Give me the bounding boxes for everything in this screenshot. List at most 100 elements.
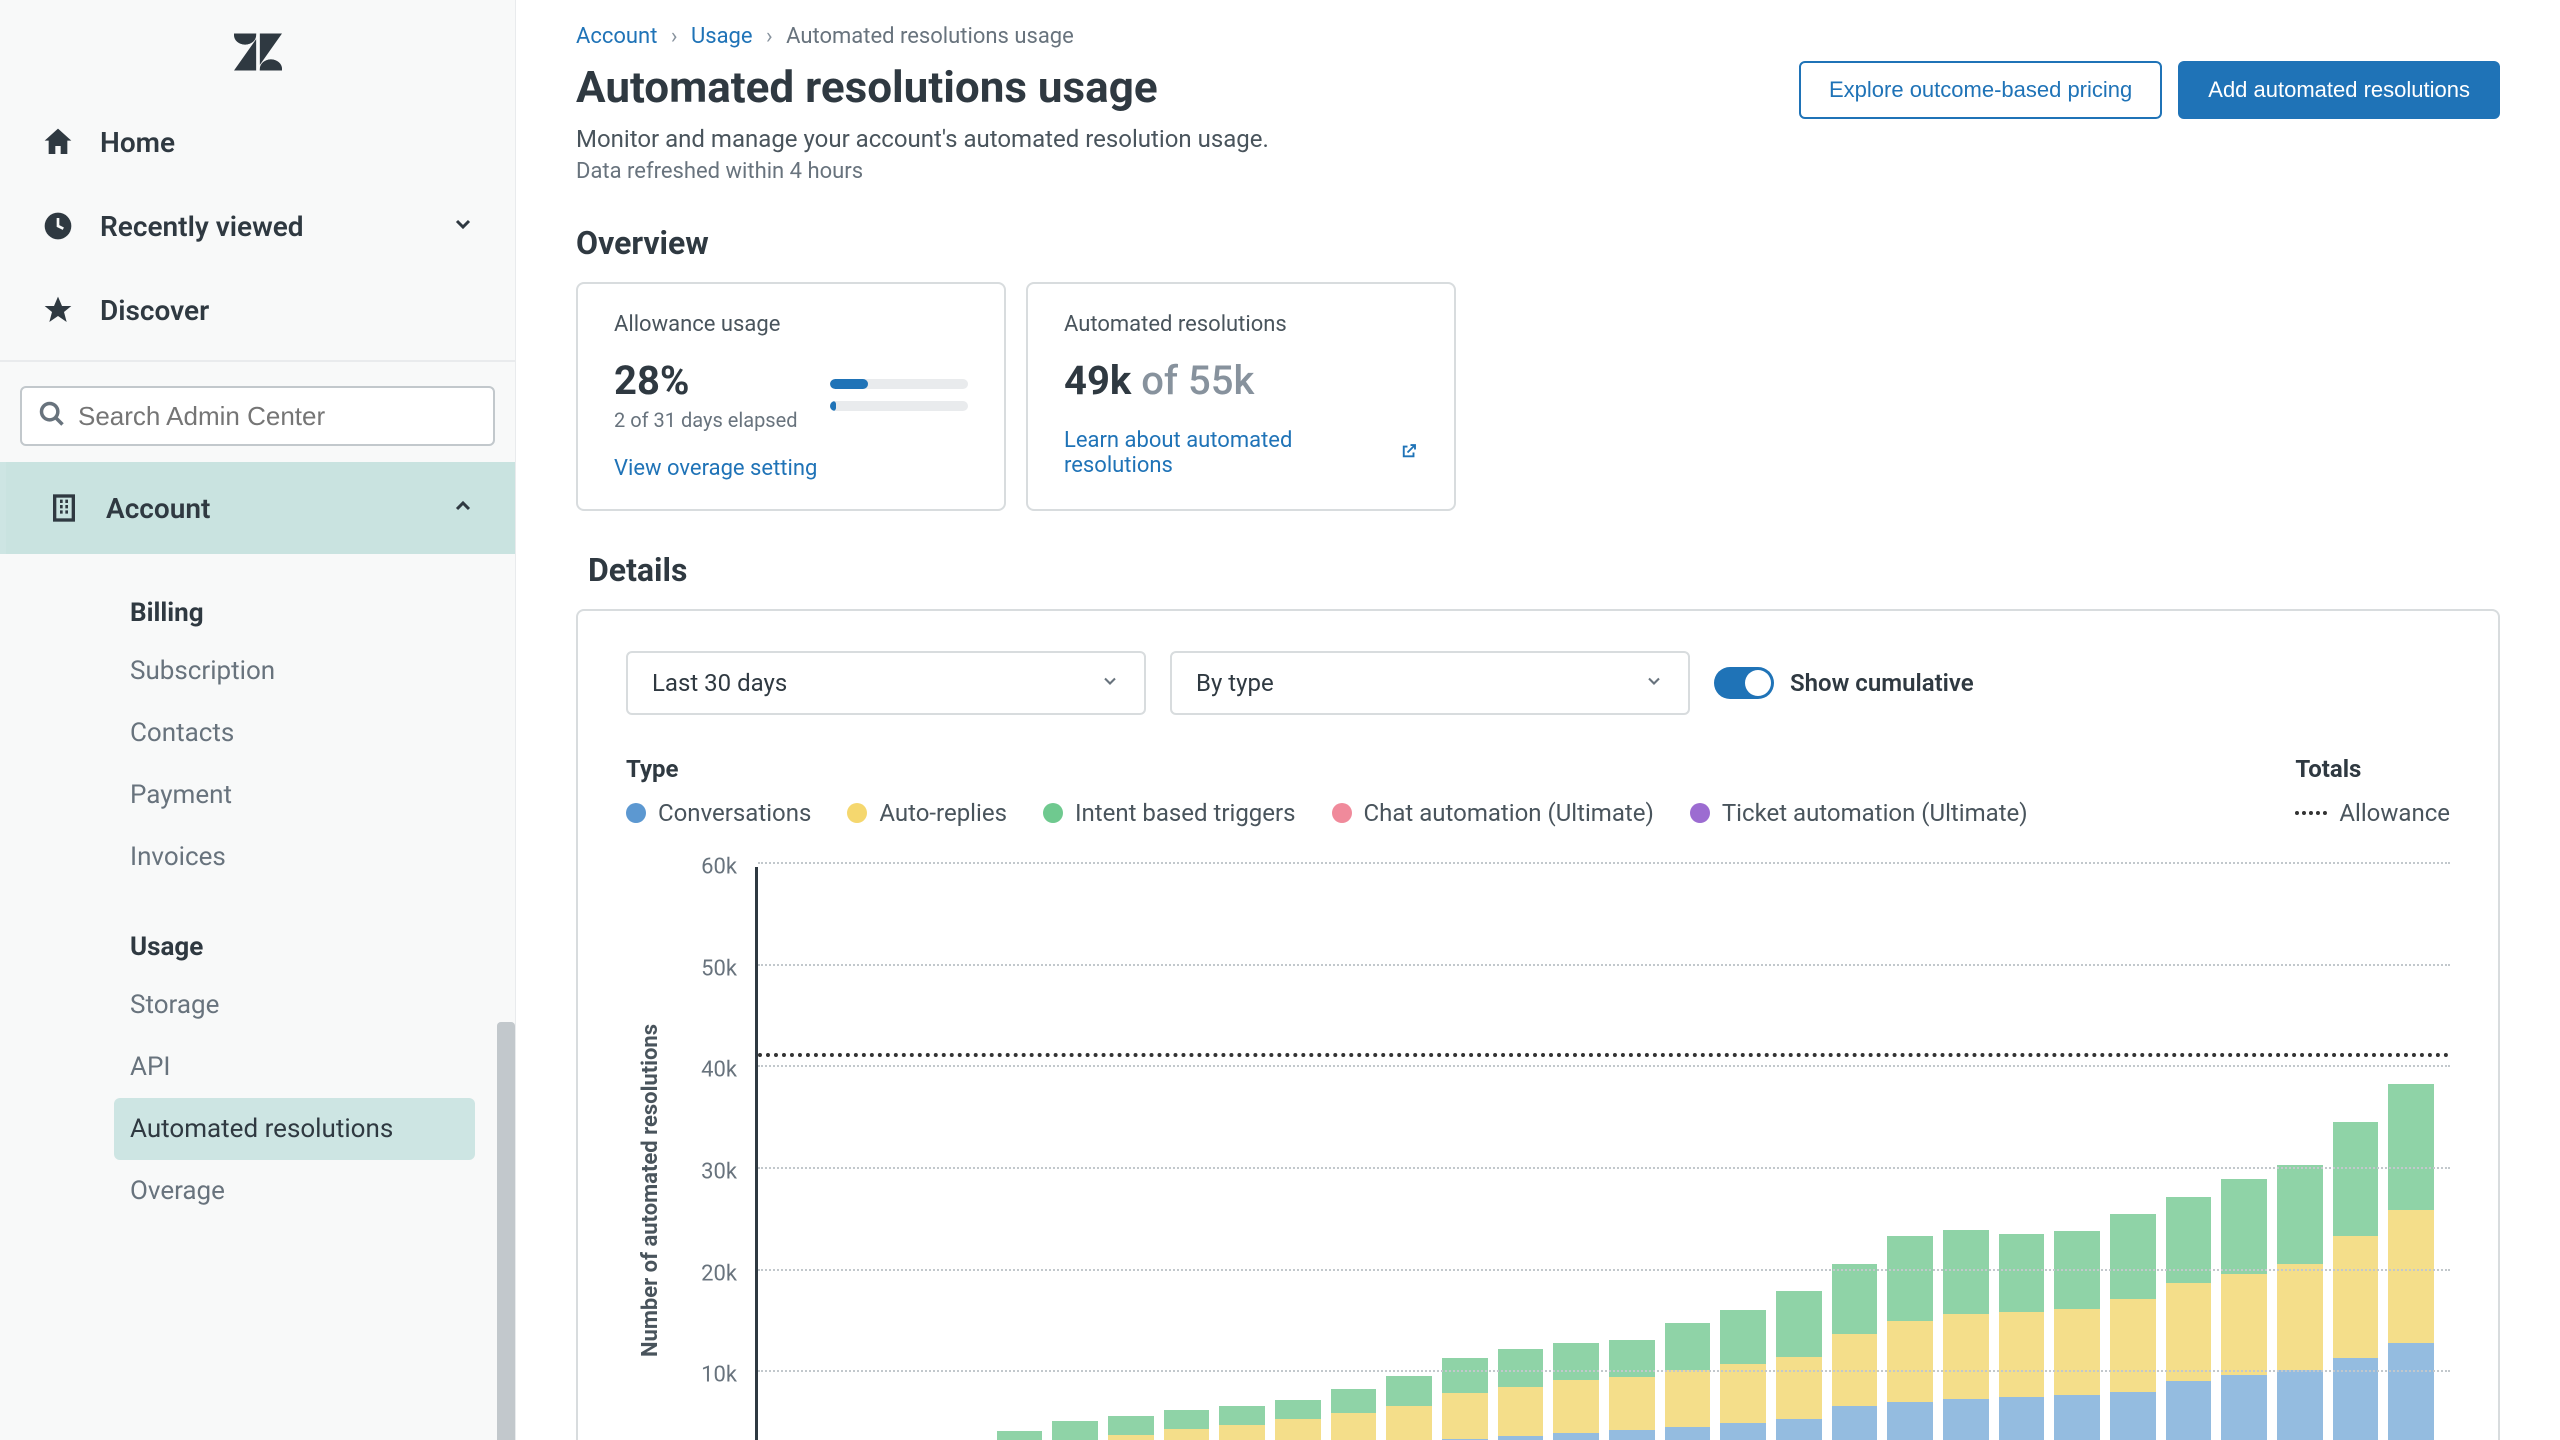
bar-segment <box>997 1431 1043 1440</box>
bar-segment <box>1553 1343 1599 1381</box>
bar[interactable] <box>1386 1376 1432 1440</box>
gridline <box>758 862 2450 864</box>
legend-label: Chat automation (Ultimate) <box>1364 799 1654 827</box>
bar[interactable] <box>2054 1231 2100 1440</box>
gridline <box>758 1167 2450 1169</box>
legend-label: Ticket automation (Ultimate) <box>1722 799 2028 827</box>
sidebar-section-account[interactable]: Account <box>0 462 515 554</box>
toggle-label: Show cumulative <box>1790 669 1974 697</box>
bar[interactable] <box>1164 1410 1210 1440</box>
chart: Number of automated resolutions 010k20k3… <box>626 867 2450 1440</box>
legend-type-label: Type <box>626 755 2028 783</box>
date-range-dropdown[interactable]: Last 30 days <box>626 651 1146 715</box>
details-title: Details <box>588 551 2500 589</box>
bar[interactable] <box>1052 1421 1098 1440</box>
bar[interactable] <box>997 1431 1043 1440</box>
bar[interactable] <box>2110 1214 2156 1440</box>
bar[interactable] <box>2277 1165 2323 1440</box>
add-resolutions-button[interactable]: Add automated resolutions <box>2178 61 2500 119</box>
view-overage-link[interactable]: View overage setting <box>614 456 817 481</box>
legend-swatch <box>1043 803 1063 823</box>
bar-segment <box>2388 1084 2434 1210</box>
subnav-link-api[interactable]: API <box>130 1036 475 1098</box>
bar-segment <box>1052 1421 1098 1440</box>
bar[interactable] <box>1943 1230 1989 1440</box>
bar-segment <box>1164 1429 1210 1440</box>
bar-segment <box>1553 1433 1599 1440</box>
subnav-link-automated-resolutions[interactable]: Automated resolutions <box>114 1098 475 1160</box>
allowance-line-icon <box>2295 811 2327 815</box>
subnav-link-payment[interactable]: Payment <box>130 764 475 826</box>
subnav-link-invoices[interactable]: Invoices <box>130 826 475 888</box>
legend-label: Intent based triggers <box>1075 799 1296 827</box>
legend-item[interactable]: Conversations <box>626 799 811 827</box>
bar-segment <box>1219 1425 1265 1440</box>
bar-segment <box>2333 1236 2379 1358</box>
search-input[interactable] <box>20 386 495 446</box>
sidebar-item-home[interactable]: Home <box>0 100 515 184</box>
scrollbar[interactable] <box>497 1022 515 1440</box>
bar[interactable] <box>1331 1389 1377 1440</box>
bar-segment <box>2277 1370 2323 1440</box>
sidebar-item-label: Recently viewed <box>100 210 304 243</box>
bar[interactable] <box>1108 1416 1154 1440</box>
breadcrumb: Account › Usage › Automated resolutions … <box>576 24 2500 49</box>
link-text: Learn about automated resolutions <box>1064 428 1394 478</box>
page-subtitle: Monitor and manage your account's automa… <box>576 125 1269 153</box>
legend-item[interactable]: Intent based triggers <box>1043 799 1296 827</box>
gridline <box>758 964 2450 966</box>
bar[interactable] <box>1665 1323 1711 1440</box>
explore-pricing-button[interactable]: Explore outcome-based pricing <box>1799 61 2162 119</box>
learn-about-link[interactable]: Learn about automated resolutions <box>1064 428 1418 478</box>
bar[interactable] <box>1275 1400 1321 1440</box>
search-field[interactable] <box>78 401 477 432</box>
breadcrumb-sep: › <box>671 24 678 49</box>
legend-item[interactable]: Ticket automation (Ultimate) <box>1690 799 2028 827</box>
bar[interactable] <box>2221 1179 2267 1440</box>
bar-segment <box>2221 1274 2267 1376</box>
bar-segment <box>1665 1323 1711 1371</box>
bar[interactable] <box>1553 1343 1599 1440</box>
bar[interactable] <box>1609 1340 1655 1440</box>
bar[interactable] <box>1999 1234 2045 1440</box>
group-by-dropdown[interactable]: By type <box>1170 651 1690 715</box>
legend-item[interactable]: Chat automation (Ultimate) <box>1332 799 1654 827</box>
bar[interactable] <box>2166 1197 2212 1440</box>
bar[interactable] <box>1498 1349 1544 1440</box>
bar[interactable] <box>1776 1291 1822 1440</box>
progress-bar-usage <box>830 379 968 389</box>
sidebar-item-discover[interactable]: Discover <box>0 268 515 352</box>
subnav: Billing Subscription Contacts Payment In… <box>0 586 515 1222</box>
bar-segment <box>2110 1392 2156 1440</box>
subnav-link-subscription[interactable]: Subscription <box>130 640 475 702</box>
bar-segment <box>1887 1321 1933 1402</box>
cumulative-toggle[interactable] <box>1714 667 1774 699</box>
subnav-link-overage[interactable]: Overage <box>130 1160 475 1222</box>
bar-segment <box>2110 1214 2156 1299</box>
bar-segment <box>2221 1179 2267 1274</box>
chevron-down-icon <box>451 212 475 240</box>
sidebar-item-label: Discover <box>100 294 209 327</box>
bar[interactable] <box>2333 1122 2379 1440</box>
building-icon <box>46 490 82 526</box>
subnav-link-storage[interactable]: Storage <box>130 974 475 1036</box>
bar[interactable] <box>2388 1084 2434 1440</box>
subnav-link-contacts[interactable]: Contacts <box>130 702 475 764</box>
bar-segment <box>1108 1435 1154 1440</box>
bar[interactable] <box>1219 1406 1265 1440</box>
bar[interactable] <box>1720 1310 1766 1440</box>
search-icon <box>38 400 66 432</box>
y-tick: 20k <box>701 1261 737 1286</box>
star-icon <box>40 292 76 328</box>
legend-swatch <box>1690 803 1710 823</box>
breadcrumb-account[interactable]: Account <box>576 24 657 49</box>
legend-item[interactable]: Auto-replies <box>847 799 1007 827</box>
bar[interactable] <box>1887 1236 1933 1440</box>
bar[interactable] <box>1832 1264 1878 1440</box>
sidebar-item-recently-viewed[interactable]: Recently viewed <box>0 184 515 268</box>
breadcrumb-current: Automated resolutions usage <box>786 24 1074 49</box>
scrollbar-thumb[interactable] <box>497 1022 515 1440</box>
breadcrumb-usage[interactable]: Usage <box>691 24 753 49</box>
overview-title: Overview <box>576 224 2500 262</box>
bar-segment <box>1999 1312 2045 1396</box>
